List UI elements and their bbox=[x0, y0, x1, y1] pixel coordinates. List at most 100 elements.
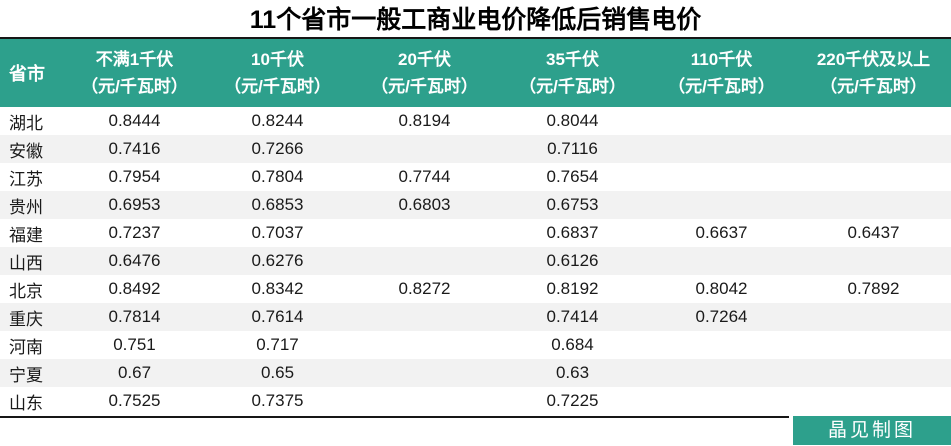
price-cell: 0.6803 bbox=[398, 195, 451, 214]
col-header-line1: 不满1千伏 bbox=[95, 50, 174, 69]
province-cell: 湖北 bbox=[9, 113, 43, 133]
price-cell: 0.7416 bbox=[108, 139, 161, 158]
price-cell: 0.6753 bbox=[546, 195, 599, 214]
row-anhui: 安徽 0.7416 0.7266 0.7116 bbox=[0, 135, 951, 163]
price-cell bbox=[647, 191, 796, 219]
col-header-province: 省市 bbox=[0, 37, 65, 107]
price-cell bbox=[796, 135, 951, 163]
province-cell: 山西 bbox=[9, 253, 43, 273]
price-cell: 0.65 bbox=[260, 363, 295, 382]
row-chongqing: 重庆 0.7814 0.7614 0.7414 0.7264 bbox=[0, 303, 951, 331]
col-header-unit: （元/千瓦时） bbox=[224, 77, 331, 96]
page-title: 11个省市一般工商业电价降低后销售电价 bbox=[249, 6, 702, 34]
price-cell bbox=[796, 303, 951, 331]
price-cell: 0.7237 bbox=[108, 223, 161, 242]
province-cell: 河南 bbox=[9, 337, 43, 357]
col-header-unit: （元/千瓦时） bbox=[820, 77, 927, 96]
price-cell: 0.6126 bbox=[546, 251, 599, 270]
price-cell: 0.717 bbox=[256, 335, 299, 354]
price-cell: 0.8492 bbox=[108, 279, 161, 298]
price-cell bbox=[796, 387, 951, 415]
col-header-unit: （元/千瓦时） bbox=[519, 77, 626, 96]
price-cell: 0.6953 bbox=[108, 195, 161, 214]
price-cell bbox=[647, 247, 796, 275]
price-cell bbox=[351, 303, 498, 331]
price-cell bbox=[796, 247, 951, 275]
row-guizhou: 贵州 0.6953 0.6853 0.6803 0.6753 bbox=[0, 191, 951, 219]
price-cell bbox=[351, 247, 498, 275]
price-cell: 0.8192 bbox=[546, 279, 599, 298]
col-header-unit: （元/千瓦时） bbox=[81, 77, 188, 96]
price-cell: 0.8342 bbox=[251, 279, 304, 298]
price-cell: 0.8042 bbox=[695, 279, 748, 298]
price-cell: 0.7414 bbox=[546, 307, 599, 326]
price-cell bbox=[647, 163, 796, 191]
price-cell bbox=[351, 331, 498, 359]
col-header-unit: （元/千瓦时） bbox=[668, 77, 775, 96]
row-henan: 河南 0.751 0.717 0.684 bbox=[0, 331, 951, 359]
price-cell: 0.7116 bbox=[547, 139, 598, 158]
price-cell: 0.7525 bbox=[108, 391, 161, 410]
price-cell: 0.7654 bbox=[546, 167, 599, 186]
price-cell bbox=[647, 107, 796, 135]
price-cell: 0.8044 bbox=[546, 111, 599, 130]
table-footer: 晶见制图 bbox=[0, 416, 951, 445]
price-cell: 0.7264 bbox=[695, 307, 748, 326]
col-header-110kv: 110千伏 （元/千瓦时） bbox=[647, 37, 796, 107]
price-cell: 0.6276 bbox=[251, 251, 304, 270]
row-jiangsu: 江苏 0.7954 0.7804 0.7744 0.7654 bbox=[0, 163, 951, 191]
price-cell: 0.7037 bbox=[251, 223, 304, 242]
electricity-price-table: 省市 不满1千伏 （元/千瓦时） 10千伏 （元/千瓦时） 20千伏 （元/千瓦时） … bbox=[0, 37, 951, 415]
col-header-35kv: 35千伏 （元/千瓦时） bbox=[498, 37, 647, 107]
col-header-line1: 220千伏及以上 bbox=[816, 50, 931, 69]
province-cell: 山东 bbox=[9, 393, 43, 413]
row-hubei: 湖北 0.8444 0.8244 0.8194 0.8044 bbox=[0, 107, 951, 135]
price-cell bbox=[647, 135, 796, 163]
price-cell bbox=[796, 359, 951, 387]
price-cell bbox=[796, 163, 951, 191]
price-cell: 0.7614 bbox=[251, 307, 304, 326]
col-header-20kv: 20千伏 （元/千瓦时） bbox=[351, 37, 498, 107]
col-header-line1: 35千伏 bbox=[546, 50, 599, 69]
price-cell bbox=[351, 135, 498, 163]
price-cell: 0.6476 bbox=[108, 251, 161, 270]
province-cell: 江苏 bbox=[9, 169, 43, 189]
price-cell: 0.8444 bbox=[108, 111, 161, 130]
credit-badge: 晶见制图 bbox=[793, 416, 951, 445]
row-fujian: 福建 0.7237 0.7037 0.6837 0.6637 0.6437 bbox=[0, 219, 951, 247]
price-cell: 0.7225 bbox=[546, 391, 599, 410]
price-cell: 0.7266 bbox=[251, 139, 304, 158]
price-cell: 0.7814 bbox=[108, 307, 161, 326]
price-cell bbox=[351, 387, 498, 415]
price-cell bbox=[796, 107, 951, 135]
col-header-10kv: 10千伏 （元/千瓦时） bbox=[204, 37, 351, 107]
province-cell: 福建 bbox=[9, 225, 43, 245]
price-cell: 0.8194 bbox=[398, 111, 451, 130]
row-shanxi: 山西 0.6476 0.6276 0.6126 bbox=[0, 247, 951, 275]
province-cell: 宁夏 bbox=[9, 365, 43, 385]
row-shandong: 山东 0.7525 0.7375 0.7225 bbox=[0, 387, 951, 415]
price-cell: 0.6437 bbox=[847, 223, 900, 242]
col-header-220kv: 220千伏及以上 （元/千瓦时） bbox=[796, 37, 951, 107]
price-cell: 0.8272 bbox=[398, 279, 451, 298]
price-cell: 0.6837 bbox=[546, 223, 599, 242]
price-cell bbox=[647, 331, 796, 359]
price-cell: 0.7892 bbox=[847, 279, 900, 298]
province-cell: 重庆 bbox=[9, 309, 43, 329]
price-cell: 0.67 bbox=[117, 363, 152, 382]
price-cell: 0.7375 bbox=[251, 391, 304, 410]
col-header-under-1kv: 不满1千伏 （元/千瓦时） bbox=[65, 37, 204, 107]
price-cell: 0.751 bbox=[113, 335, 156, 354]
price-cell: 0.7954 bbox=[108, 167, 161, 186]
col-header-line1: 110千伏 bbox=[690, 50, 753, 69]
price-cell: 0.63 bbox=[555, 363, 590, 382]
header-row: 省市 不满1千伏 （元/千瓦时） 10千伏 （元/千瓦时） 20千伏 （元/千瓦时） … bbox=[0, 37, 951, 107]
province-cell: 贵州 bbox=[9, 197, 43, 217]
price-cell: 0.6853 bbox=[251, 195, 304, 214]
price-cell: 0.6637 bbox=[695, 223, 748, 242]
price-cell bbox=[351, 219, 498, 247]
col-header-unit: （元/千瓦时） bbox=[371, 77, 478, 96]
price-cell: 0.684 bbox=[551, 335, 594, 354]
price-cell: 0.7744 bbox=[398, 167, 451, 186]
price-cell: 0.7804 bbox=[251, 167, 304, 186]
